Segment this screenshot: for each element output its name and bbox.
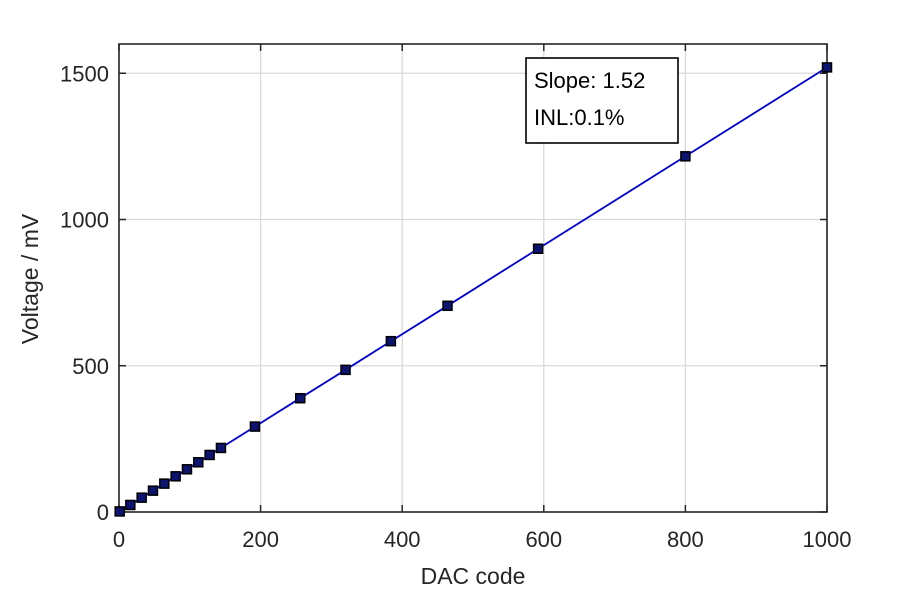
data-point [680,151,691,162]
data-point [385,335,397,347]
data-point [125,499,136,511]
y-tick-label: 500 [72,354,109,379]
data-point [204,449,215,461]
plot-frame [118,43,828,513]
annotation-line: INL:0.1% [534,105,625,130]
data-point [170,471,181,482]
data-point [294,392,306,404]
data-point [821,62,833,73]
data-point [249,421,261,432]
data-point [159,478,170,489]
data-point [532,243,544,254]
data-point [181,464,193,475]
data-point [114,506,125,517]
y-axis-label: Voltage / mV [17,213,43,344]
data-point [442,300,453,312]
x-axis-label: DAC code [421,563,526,589]
y-tick-label: 0 [97,500,109,525]
x-tick-label: 0 [113,527,125,552]
data-point [193,457,204,468]
x-tick-label: 800 [667,527,704,552]
axes: 0 200 400 600 800 1000 0 500 1000 1500 [60,43,852,552]
data-point [215,442,227,454]
annotation-line: Slope: 1.52 [534,68,645,93]
annotation-box: Slope: 1.52 INL:0.1% [525,57,679,144]
series [114,62,833,517]
data-point [136,492,147,503]
data-point [340,364,351,376]
y-tick-label: 1000 [60,208,109,233]
x-tick-label: 200 [242,527,279,552]
x-tick-label: 400 [384,527,421,552]
x-tick-label: 600 [525,527,562,552]
x-tick-label: 1000 [803,527,852,552]
data-point [147,485,159,496]
y-tick-label: 1500 [60,61,109,86]
annotation-frame [525,57,679,144]
